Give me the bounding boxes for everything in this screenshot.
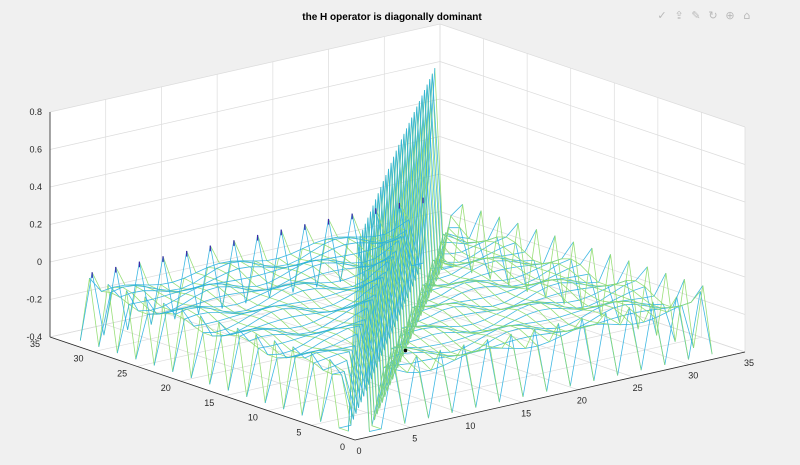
z-tick-label: -0.4	[26, 332, 42, 342]
x-tick-label: 20	[577, 396, 587, 406]
grid-line	[439, 61, 746, 165]
grid-line	[439, 173, 746, 278]
y-tick-label: 15	[204, 398, 214, 408]
y-tick-label: 25	[117, 368, 127, 378]
y-tick-label: 0	[340, 442, 345, 452]
z-tick-label: 0	[37, 257, 42, 267]
mesh-line	[387, 89, 666, 365]
mesh-line	[107, 84, 463, 298]
data-marker	[403, 348, 408, 353]
export-icon[interactable]: ⇪	[674, 8, 684, 22]
chart-title: the H operator is diagonally dominant	[302, 12, 482, 23]
y-axis-line	[49, 336, 356, 441]
y-tick-label: 35	[30, 339, 40, 349]
grid-line	[49, 211, 441, 300]
grid-line	[439, 248, 746, 353]
grid-line	[49, 136, 441, 225]
mesh-line	[434, 68, 713, 355]
x-tick-label: 30	[688, 371, 698, 381]
restore-view-icon[interactable]: ⌂	[743, 8, 751, 22]
mesh-line	[422, 73, 701, 308]
z-tick-label: 0.4	[29, 182, 42, 192]
grid-line	[49, 61, 441, 150]
y-tick-label: 20	[161, 383, 171, 393]
mesh-line	[89, 73, 445, 292]
mesh-line	[116, 89, 473, 354]
axis-lines	[49, 112, 746, 441]
y-tick-label: 5	[296, 427, 301, 437]
x-tick-label: 35	[744, 358, 754, 368]
grid-line	[439, 23, 746, 128]
surface-mesh[interactable]	[79, 68, 713, 432]
y-tick-label: 30	[74, 354, 84, 364]
edit-check-icon[interactable]: ✓	[657, 8, 667, 22]
figure-toolbar: ✓ ⇪ ✎ ↻ ⊕ ⌂	[655, 8, 754, 22]
grid-line	[224, 307, 615, 397]
grid-line	[49, 23, 441, 113]
zoom-icon[interactable]: ⊕	[725, 8, 735, 22]
x-tick-label: 10	[465, 421, 475, 431]
rotate-icon[interactable]: ↻	[708, 8, 718, 22]
x-tick-label: 0	[356, 446, 361, 456]
brush-icon[interactable]: ✎	[691, 8, 701, 22]
z-tick-label: -0.2	[26, 295, 42, 305]
x-tick-label: 5	[412, 433, 417, 443]
tick-labels: 0510152025303505101520253035-0.4-0.200.2…	[26, 107, 754, 456]
x-tick-label: 15	[521, 408, 531, 418]
mesh-line	[126, 95, 482, 312]
grid-line	[105, 324, 411, 428]
z-tick-label: 0.2	[29, 220, 42, 230]
mesh-line	[98, 79, 454, 347]
grid-line	[439, 136, 746, 240]
z-tick-label: 0.6	[29, 145, 42, 155]
x-tick-label: 25	[633, 383, 643, 393]
mesh-line	[399, 84, 678, 313]
x-axis-line	[354, 351, 746, 441]
grid-line	[439, 98, 746, 203]
grid-line	[49, 173, 441, 263]
grid-line	[267, 322, 658, 411]
y-tick-label: 10	[248, 413, 258, 423]
z-tick-label: 0.8	[29, 107, 42, 117]
grid-line	[49, 98, 441, 188]
